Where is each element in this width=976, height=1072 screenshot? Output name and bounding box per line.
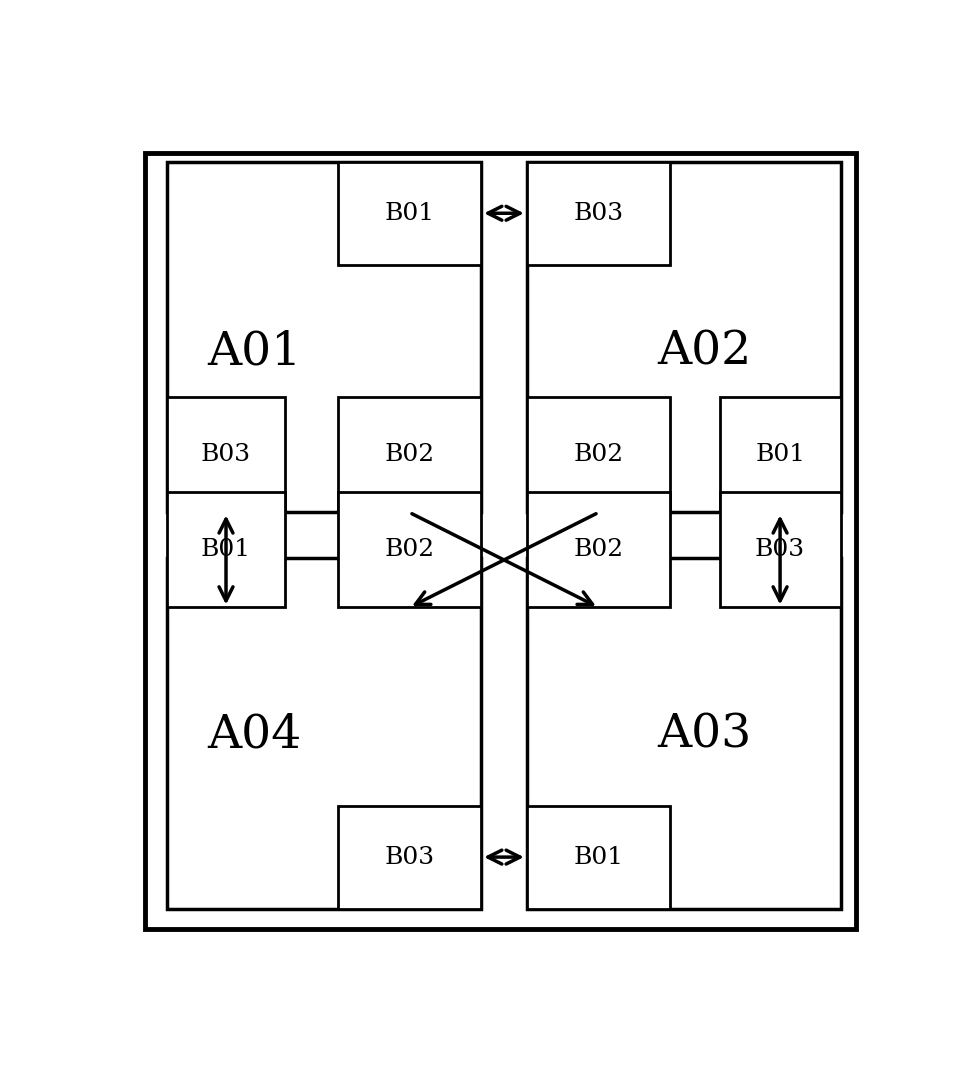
Text: B02: B02 bbox=[574, 538, 624, 561]
Bar bbox=[527, 162, 671, 265]
Text: A04: A04 bbox=[207, 713, 302, 758]
Text: B02: B02 bbox=[385, 443, 434, 466]
Text: A03: A03 bbox=[657, 713, 752, 758]
Text: B01: B01 bbox=[385, 202, 434, 225]
Text: B03: B03 bbox=[385, 846, 434, 868]
Bar bbox=[338, 162, 481, 265]
Text: B03: B03 bbox=[755, 538, 805, 561]
Text: A02: A02 bbox=[657, 329, 752, 374]
Bar bbox=[338, 397, 481, 512]
Text: B03: B03 bbox=[574, 202, 624, 225]
Text: B01: B01 bbox=[201, 538, 251, 561]
Text: B03: B03 bbox=[201, 443, 251, 466]
Bar bbox=[168, 162, 481, 512]
Bar bbox=[527, 492, 671, 608]
Text: A01: A01 bbox=[207, 329, 302, 374]
Bar bbox=[527, 557, 840, 909]
Bar bbox=[168, 397, 285, 512]
Bar bbox=[527, 805, 671, 909]
Bar bbox=[719, 397, 840, 512]
Text: B01: B01 bbox=[755, 443, 805, 466]
Bar bbox=[338, 805, 481, 909]
Bar bbox=[338, 492, 481, 608]
Bar bbox=[527, 162, 840, 512]
Bar bbox=[527, 397, 671, 512]
Text: B02: B02 bbox=[574, 443, 624, 466]
Bar bbox=[168, 492, 285, 608]
Bar bbox=[168, 557, 481, 909]
Text: B02: B02 bbox=[385, 538, 434, 561]
Text: B01: B01 bbox=[574, 846, 624, 868]
Bar bbox=[719, 492, 840, 608]
